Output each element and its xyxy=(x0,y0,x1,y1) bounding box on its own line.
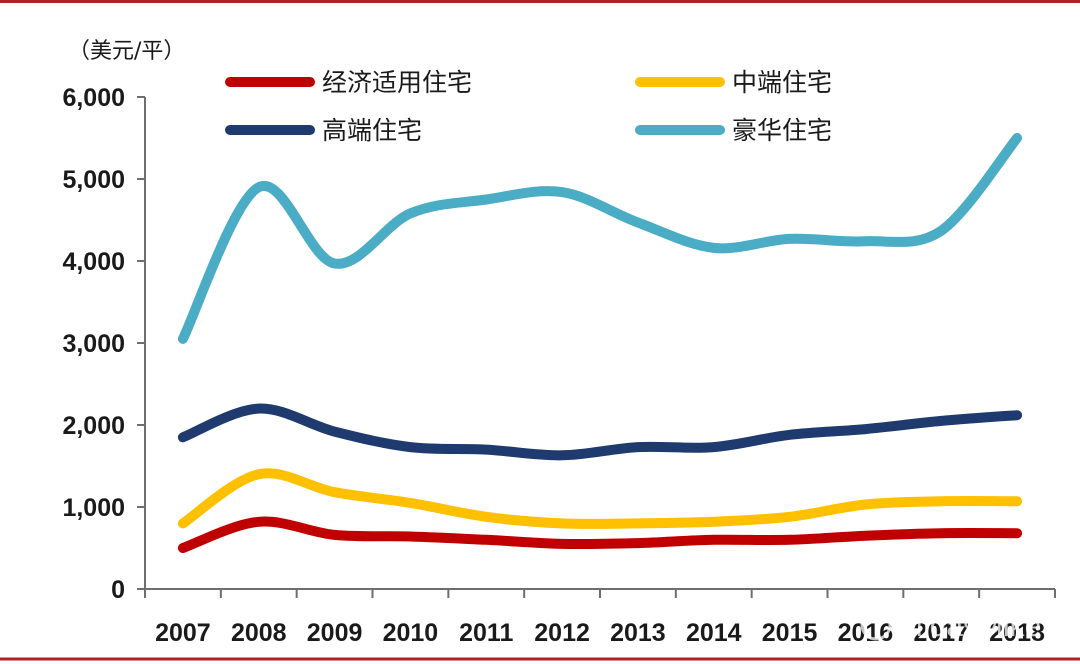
y-unit-label: （美元/平） xyxy=(68,39,185,64)
y-tick-label: 1,000 xyxy=(62,494,125,522)
x-tick-label: 2009 xyxy=(307,619,363,647)
y-tick-label: 5,000 xyxy=(62,166,125,194)
y-tick-group: 0 1,000 2,000 3,000 4,000 5,000 6,000 xyxy=(62,84,145,604)
y-tick-label: 6,000 xyxy=(62,84,125,112)
x-tick-label: 2007 xyxy=(155,619,211,647)
x-tick-label: 2008 xyxy=(231,619,287,647)
x-tick-label: 2011 xyxy=(459,619,513,647)
x-tick-label: 2017 xyxy=(913,619,969,647)
x-tick-label: 2014 xyxy=(686,619,742,647)
legend-label-high-end: 高端住宅 xyxy=(322,116,422,145)
y-tick-label: 0 xyxy=(111,576,125,604)
series-line-high-end xyxy=(177,403,1023,461)
legend-label-affordable: 经济适用住宅 xyxy=(322,68,472,97)
y-tick-label: 3,000 xyxy=(62,330,125,358)
watermark-logo-icon xyxy=(860,609,892,641)
watermark: MidasMike xyxy=(860,609,1041,643)
series-line-mid-range xyxy=(177,468,1023,529)
watermark-text: MidasMike xyxy=(898,610,1041,643)
x-tick-group: 2007 2008 2009 2010 2011 2012 2013 2014 2015 2016… xyxy=(144,589,1056,647)
series-lines xyxy=(177,133,1023,553)
x-tick-label: 2015 xyxy=(762,619,818,647)
legend-label-luxury: 豪华住宅 xyxy=(732,116,832,145)
x-tick-label: 2018 xyxy=(989,619,1045,647)
y-tick-label: 2,000 xyxy=(62,412,125,440)
series-line-luxury xyxy=(177,133,1023,344)
y-tick-label: 4,000 xyxy=(62,248,125,276)
legend-label-mid-range: 中端住宅 xyxy=(732,68,832,97)
x-tick-label: 2012 xyxy=(534,619,590,647)
x-tick-label: 2013 xyxy=(610,619,666,647)
x-tick-label: 2010 xyxy=(383,619,439,647)
series-line-affordable xyxy=(177,516,1023,553)
